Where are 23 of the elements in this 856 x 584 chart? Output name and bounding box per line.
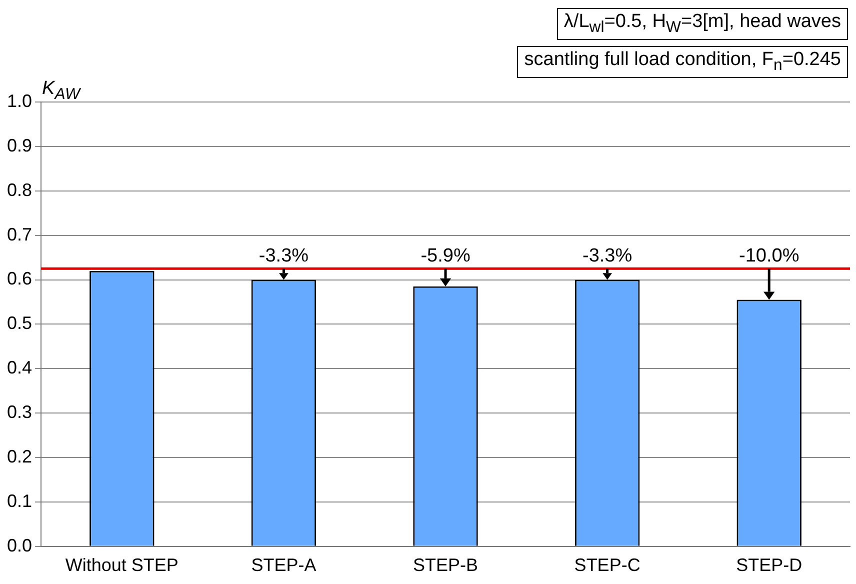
- annotation: -3.3%: [582, 245, 632, 266]
- x-tick-label: STEP-D: [736, 555, 802, 576]
- x-tick-label: STEP-A: [251, 555, 316, 576]
- y-tick-label: 0.1: [6, 490, 32, 511]
- x-tick-label: STEP-C: [574, 555, 640, 576]
- y-axis-title: K$_{AW}$: [42, 78, 80, 104]
- y-tick-label: 0.3: [6, 402, 32, 422]
- y-tick-label: 0.0: [6, 535, 32, 556]
- y-tick-label: 0.2: [6, 446, 32, 466]
- y-tick-label: 0.6: [6, 268, 32, 289]
- annotation: -5.9%: [420, 245, 470, 266]
- y-tick-label: 0.7: [6, 224, 32, 244]
- x-tick-label: Without STEP: [65, 555, 178, 576]
- text: scantling full load condition, F$_{n}$=0.245: [517, 46, 848, 78]
- y-tick-label: 0.9: [6, 135, 32, 156]
- annotation: -10.0%: [739, 245, 800, 266]
- y-tick-label: 0.8: [6, 180, 32, 200]
- y-tick-label: 1.0: [6, 90, 32, 111]
- annotation: -3.3%: [258, 245, 309, 266]
- y-tick-label: 0.4: [6, 358, 32, 378]
- x-tick-label: STEP-B: [413, 555, 478, 576]
- y-tick-label: 0.5: [6, 313, 32, 334]
- text: λ/L$_{wl}$=0.5, H$_{W}$=3[m], head waves: [556, 8, 848, 40]
